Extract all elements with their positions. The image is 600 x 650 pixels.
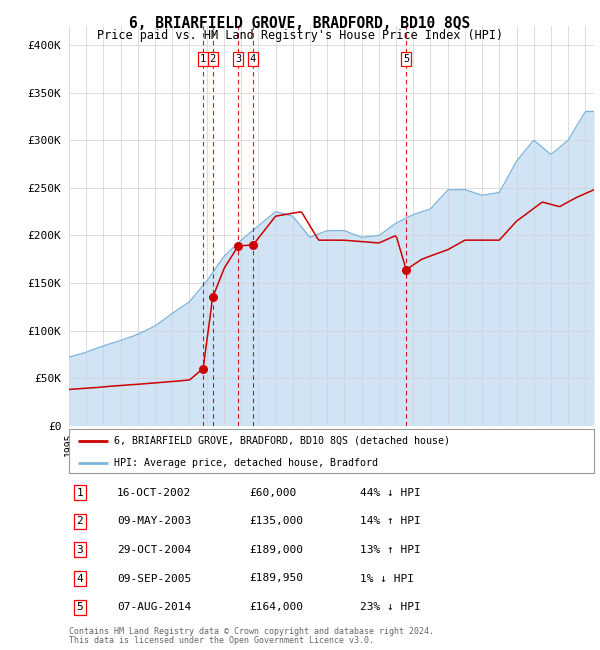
Text: 07-AUG-2014: 07-AUG-2014 [117, 602, 191, 612]
Text: 16-OCT-2002: 16-OCT-2002 [117, 488, 191, 498]
Text: 6, BRIARFIELD GROVE, BRADFORD, BD10 8QS (detached house): 6, BRIARFIELD GROVE, BRADFORD, BD10 8QS … [113, 436, 449, 446]
Text: 23% ↓ HPI: 23% ↓ HPI [360, 602, 421, 612]
Text: 4: 4 [250, 55, 256, 64]
Text: 44% ↓ HPI: 44% ↓ HPI [360, 488, 421, 498]
Text: £164,000: £164,000 [249, 602, 303, 612]
Text: 4: 4 [76, 573, 83, 584]
Text: 09-SEP-2005: 09-SEP-2005 [117, 573, 191, 584]
Text: £189,950: £189,950 [249, 573, 303, 584]
Text: 14% ↑ HPI: 14% ↑ HPI [360, 516, 421, 526]
Text: 5: 5 [76, 602, 83, 612]
Text: 1: 1 [76, 488, 83, 498]
Text: 1: 1 [200, 55, 206, 64]
Text: £60,000: £60,000 [249, 488, 296, 498]
Text: 5: 5 [403, 55, 409, 64]
Text: 3: 3 [76, 545, 83, 555]
Text: Contains HM Land Registry data © Crown copyright and database right 2024.: Contains HM Land Registry data © Crown c… [69, 627, 434, 636]
Text: This data is licensed under the Open Government Licence v3.0.: This data is licensed under the Open Gov… [69, 636, 374, 645]
Text: Price paid vs. HM Land Registry's House Price Index (HPI): Price paid vs. HM Land Registry's House … [97, 29, 503, 42]
Text: 13% ↑ HPI: 13% ↑ HPI [360, 545, 421, 555]
Text: 6, BRIARFIELD GROVE, BRADFORD, BD10 8QS: 6, BRIARFIELD GROVE, BRADFORD, BD10 8QS [130, 16, 470, 31]
FancyBboxPatch shape [69, 429, 594, 473]
Text: £189,000: £189,000 [249, 545, 303, 555]
Text: 09-MAY-2003: 09-MAY-2003 [117, 516, 191, 526]
Text: 2: 2 [76, 516, 83, 526]
Text: 2: 2 [209, 55, 216, 64]
Text: 1% ↓ HPI: 1% ↓ HPI [360, 573, 414, 584]
Text: 29-OCT-2004: 29-OCT-2004 [117, 545, 191, 555]
Text: HPI: Average price, detached house, Bradford: HPI: Average price, detached house, Brad… [113, 458, 377, 469]
Text: 3: 3 [235, 55, 241, 64]
Text: £135,000: £135,000 [249, 516, 303, 526]
